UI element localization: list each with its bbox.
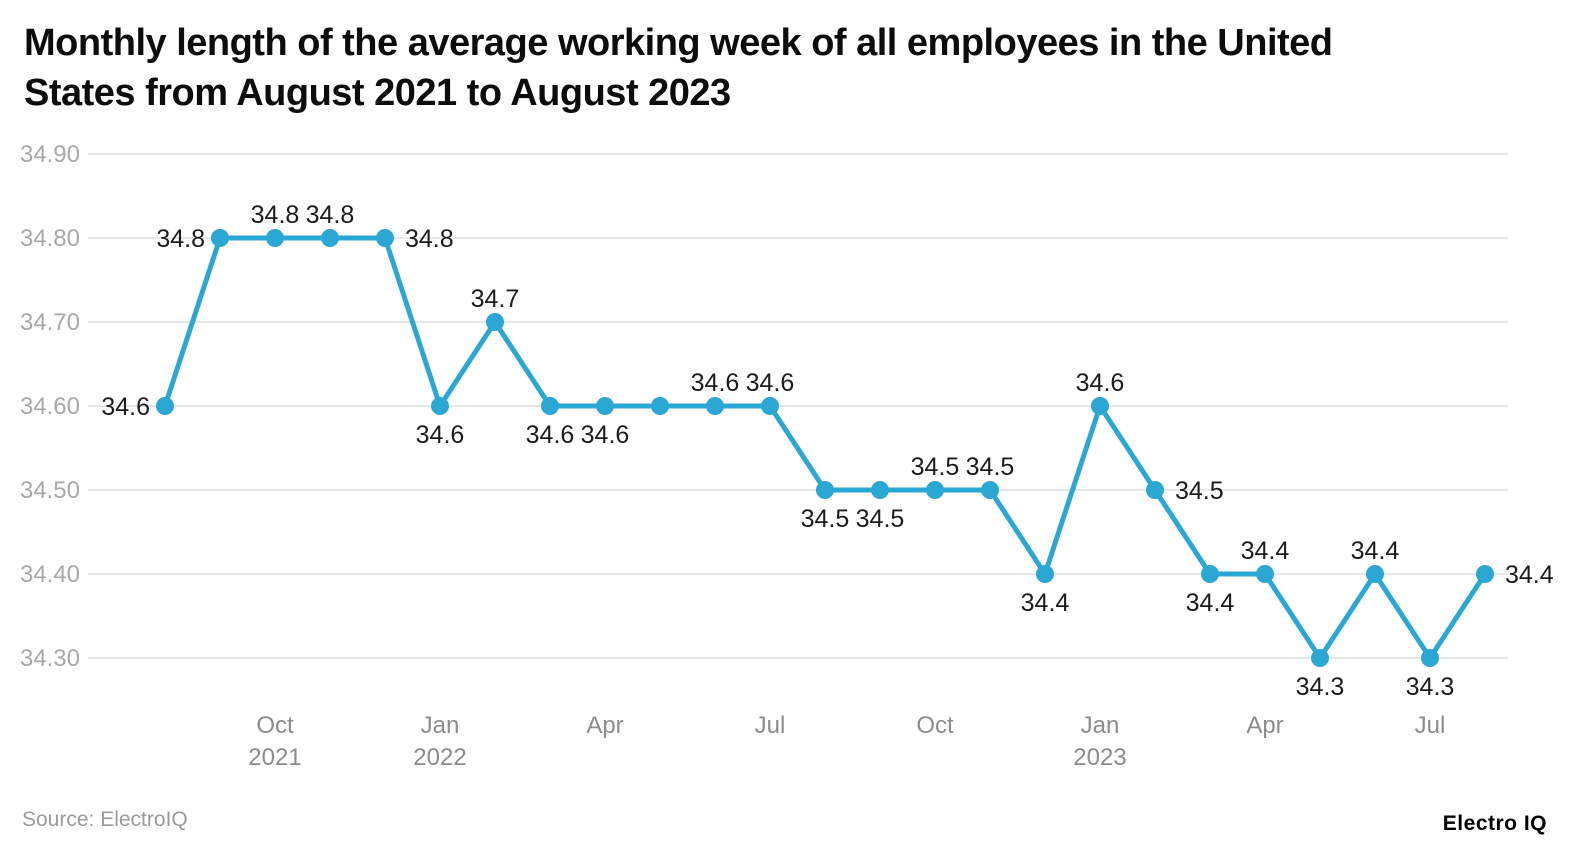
y-axis-tick-label: 34.80 [20,225,80,252]
data-point-label: 34.4 [1351,537,1400,565]
y-axis-tick-label: 34.90 [20,141,80,168]
source-note: Source: ElectroIQ [22,808,188,831]
y-axis-tick-label: 34.70 [20,309,80,336]
data-point-label: 34.5 [966,453,1015,481]
data-point-label: 34.4 [1241,537,1290,565]
y-axis-tick-label: 34.60 [20,393,80,420]
y-axis-tick-label: 34.40 [20,561,80,588]
chart-title: Monthly length of the average working we… [24,18,1333,118]
data-point [816,481,834,499]
data-point-label: 34.8 [251,201,300,229]
data-point-label: 34.5 [911,453,960,481]
data-point [376,229,394,247]
x-axis-tick-label: Jan [421,712,460,739]
x-axis-tick-year-label: 2021 [248,744,301,771]
x-axis-tick-year-label: 2022 [413,744,466,771]
y-axis-tick-label: 34.30 [20,645,80,672]
data-point [156,397,174,415]
data-point [1421,649,1439,667]
data-point [926,481,944,499]
data-point-label: 34.8 [306,201,355,229]
data-point [266,229,284,247]
data-point [321,229,339,247]
x-axis-tick-label: Jan [1081,712,1120,739]
x-axis-tick-year-label: 2023 [1073,744,1126,771]
data-point [541,397,559,415]
data-point [596,397,614,415]
data-point [1146,481,1164,499]
data-point-label: 34.6 [416,421,465,449]
chart-title-line-2: States from August 2021 to August 2023 [24,72,731,114]
data-point [486,313,504,331]
x-axis-tick-label: Oct [916,712,954,739]
brand-logo: Electro IQ [1442,812,1547,835]
data-point [981,481,999,499]
data-point-label: 34.3 [1296,673,1345,701]
data-point [211,229,229,247]
chart-title-line-1: Monthly length of the average working we… [24,22,1333,64]
data-point [1311,649,1329,667]
x-axis-tick-label: Jul [755,712,786,739]
data-point-label: 34.6 [581,421,630,449]
data-point-label: 34.6 [691,369,740,397]
data-point-label: 34.7 [471,285,520,313]
x-axis-tick-label: Jul [1415,712,1446,739]
data-point [1201,565,1219,583]
data-point [1476,565,1494,583]
data-point-label: 34.4 [1021,589,1070,617]
data-point-label: 34.4 [1186,589,1235,617]
data-point [761,397,779,415]
data-point [1256,565,1274,583]
y-axis-tick-label: 34.50 [20,477,80,504]
data-point-label: 34.5 [856,505,905,533]
x-axis-tick-label: Oct [256,712,294,739]
data-point [1091,397,1109,415]
data-point [1366,565,1384,583]
data-point-label: 34.8 [405,225,454,253]
x-axis-tick-label: Apr [1246,712,1283,739]
data-point-label: 34.6 [746,369,795,397]
x-axis-tick-label: Apr [586,712,623,739]
data-point-label: 34.5 [801,505,850,533]
data-point-label: 34.6 [526,421,575,449]
data-point [651,397,669,415]
data-point [706,397,724,415]
series-line [162,235,1488,661]
data-point-label: 34.6 [101,393,150,421]
data-point-label: 34.4 [1505,561,1554,589]
data-point [871,481,889,499]
data-point [431,397,449,415]
data-point [1036,565,1054,583]
data-point-label: 34.6 [1076,369,1125,397]
data-point-label: 34.3 [1406,673,1455,701]
data-point-label: 34.5 [1175,477,1224,505]
data-point-label: 34.8 [156,225,205,253]
